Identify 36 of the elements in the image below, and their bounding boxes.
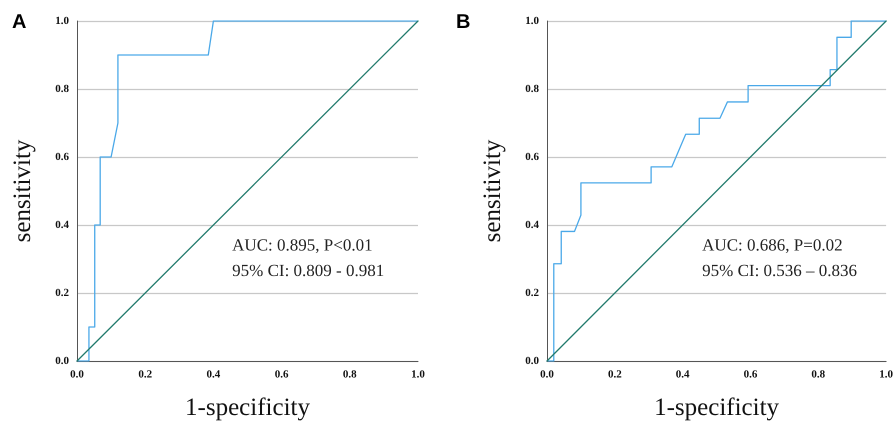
y-tick-label: 0.8 <box>55 83 70 95</box>
x-tick-label: 0.8 <box>342 368 358 380</box>
y-tick-label: 1.0 <box>525 15 540 27</box>
y-tick-label: 0.4 <box>525 219 540 231</box>
y-tick-label: 0.0 <box>525 355 540 367</box>
annotation: 95% CI: 0.536 – 0.836 <box>702 261 858 280</box>
y-tick-label: 0.6 <box>525 151 540 163</box>
y-tick-label: 0.0 <box>55 355 70 367</box>
y-tick-label: 0.6 <box>55 151 70 163</box>
y-tick-label: 0.4 <box>55 219 70 231</box>
x-tick-label: 0.0 <box>70 368 84 380</box>
y-tick-label: 0.2 <box>55 287 70 299</box>
x-axis-title: 1-specificity <box>654 394 780 421</box>
x-tick-label: 0.0 <box>540 368 554 380</box>
y-axis-title: sensitivity <box>479 139 506 242</box>
x-tick-label: 0.4 <box>206 368 221 380</box>
chart-title: B <box>456 11 470 33</box>
y-tick-label: 0.2 <box>525 287 540 299</box>
x-tick-label: 0.2 <box>608 368 622 380</box>
line-series <box>546 20 887 362</box>
chart-title: A <box>12 11 26 33</box>
x-axis-title: 1-specificity <box>185 394 310 421</box>
x-tick-label: 0.2 <box>138 368 153 380</box>
line-series <box>76 20 419 362</box>
annotation: AUC: 0.895, P<0.01 <box>232 235 373 254</box>
x-tick-label: 0.8 <box>811 368 826 380</box>
x-tick-label: 0.4 <box>676 368 690 380</box>
x-tick-label: 1.0 <box>411 368 426 380</box>
x-tick-label: 0.6 <box>274 368 289 380</box>
y-tick-label: 0.8 <box>525 83 540 95</box>
annotation: 95% CI: 0.809 - 0.981 <box>232 261 384 280</box>
y-axis-title: sensitivity <box>9 139 36 242</box>
annotation: AUC: 0.686, P=0.02 <box>702 235 843 254</box>
x-tick-label: 0.6 <box>744 368 758 380</box>
x-tick-label: 1.0 <box>879 368 894 380</box>
y-tick-label: 1.0 <box>55 15 70 27</box>
